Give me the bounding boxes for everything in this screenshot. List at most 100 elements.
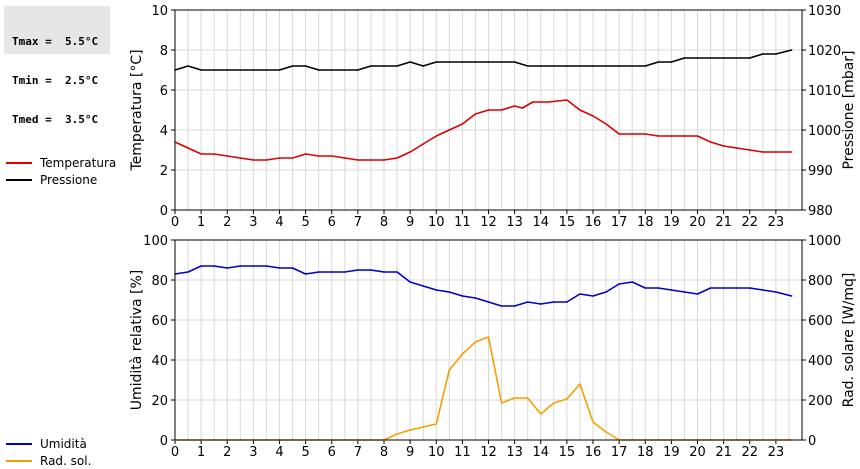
series-point-pressione [291,65,294,67]
series-point-umidit [396,271,398,273]
series-point-umidit [722,287,725,289]
series-point-umidit [474,297,477,299]
series-point-rad-sol [461,353,464,355]
series-point-umidit [553,301,555,303]
series-point-pressione [657,61,660,63]
series-point-umidit [775,291,777,293]
series-point-temperatura [521,107,524,109]
series-point-pressione [644,65,647,67]
y-right-tick-label: 400 [808,354,833,369]
x-tick-label: 11 [454,445,471,460]
series-line-umidit [174,265,792,307]
legend-item-pressione: Pressione [6,171,116,188]
series-point-umidit [370,269,372,271]
y-right-axis-title: Rad. solare [W/mq] [841,273,857,408]
series-point-temperatura [487,109,490,111]
series-point-umidit [566,301,568,303]
series-point-pressione [357,69,359,71]
series-point-rad-sol [540,413,542,415]
x-tick-label: 18 [637,215,654,230]
series-point-temperatura [722,145,725,147]
series-point-temperatura [226,155,229,157]
series-point-pressione [487,61,490,63]
x-tick-label: 9 [406,215,414,230]
y-left-tick-label: 6 [160,84,168,99]
x-tick-label: 16 [585,215,602,230]
x-tick-label: 21 [715,445,732,460]
x-tick-label: 23 [768,445,785,460]
x-tick-label: 22 [741,445,758,460]
series-point-pressione [762,53,764,55]
series-point-rad-sol [579,383,581,385]
series-point-temperatura [304,153,307,155]
y-right-tick-label: 1030 [808,4,841,19]
series-point-temperatura [618,133,620,135]
x-tick-label: 15 [559,215,576,230]
series-point-temperatura [592,115,594,117]
series-point-pressione [683,57,686,59]
series-point-temperatura [513,105,516,107]
series-point-pressione [331,69,333,71]
x-tick-label: 19 [663,215,680,230]
y-left-tick-label: 80 [151,274,168,289]
summary-box: Tmax = 5.5°C Tmin = 2.5°C Tmed = 3.5°C [4,6,110,126]
legend-label-pressione: Pressione [40,172,98,187]
tmin-text: Tmin = 2.5°C [12,74,99,87]
series-point-pressione [383,65,385,67]
series-line-temperatura [174,99,792,161]
series-point-temperatura [278,157,281,159]
series-point-pressione [409,61,411,63]
series-point-umidit [331,271,333,273]
series-point-umidit [278,267,281,269]
series-point-pressione [566,65,568,67]
x-tick-label: 13 [506,215,523,230]
series-point-umidit [592,295,594,297]
x-tick-label: 13 [506,445,523,460]
series-point-umidit [749,287,751,289]
series-point-temperatura [357,159,359,161]
series-point-pressione [317,69,320,71]
x-tick-label: 12 [480,215,497,230]
series-point-temperatura [435,135,438,137]
series-point-rad-sol [487,336,490,338]
legend-item-umidita: Umidità [6,435,91,452]
series-point-umidit [683,291,686,293]
series-point-umidit [618,283,620,285]
series-point-pressione [540,65,542,67]
x-tick-label: 14 [532,215,549,230]
series-point-temperatura [775,151,777,153]
y-right-tick-label: 1000 [808,124,841,139]
series-point-pressione [187,65,189,67]
series-point-pressione [592,65,594,67]
series-point-temperatura [396,157,398,159]
legend-swatch-umidita [6,442,32,445]
y-left-axis-title: Umidità relativa [%] [129,270,145,411]
x-tick-label: 20 [689,215,706,230]
series-point-umidit [631,281,633,283]
x-tick-label: 10 [428,215,445,230]
series-point-pressione [422,65,425,67]
y-left-tick-label: 40 [151,354,168,369]
series-line-pressione [174,49,792,71]
series-point-temperatura [200,153,202,155]
series-point-pressione [370,65,372,67]
x-tick-label: 23 [768,215,785,230]
tmax-text: Tmax = 5.5°C [12,35,99,48]
x-tick-label: 5 [301,445,309,460]
series-point-rad-sol [422,426,425,428]
series-point-pressione [749,57,751,59]
y-left-tick-label: 8 [160,44,168,59]
series-point-umidit [762,289,764,291]
series-point-umidit [239,265,242,267]
y-right-tick-label: 990 [808,164,833,179]
plot-frame [174,239,803,441]
series-point-temperatura [749,149,751,151]
x-tick-label: 6 [328,215,336,230]
series-point-umidit [344,271,346,273]
x-tick-label: 17 [611,445,628,460]
legend-swatch-pressione [6,178,32,181]
series-point-temperatura [500,109,503,111]
x-tick-label: 3 [249,445,257,460]
x-tick-label: 21 [715,215,732,230]
